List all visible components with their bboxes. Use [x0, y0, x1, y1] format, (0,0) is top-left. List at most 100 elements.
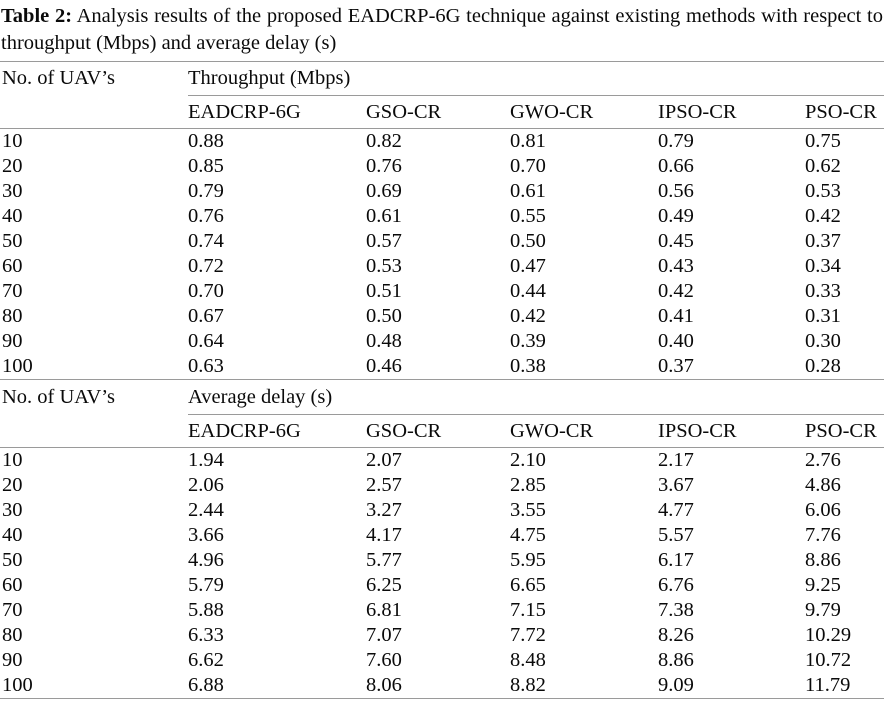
value-cell: 8.82 [510, 674, 546, 696]
delay-section-header: No. of UAV’s Average delay (s) EADCRP-6G… [0, 379, 884, 448]
value-cell: 6.25 [366, 574, 402, 596]
table-row: 70 0.70 0.51 0.44 0.42 0.33 [0, 279, 884, 304]
value-cell: 7.60 [366, 649, 402, 671]
value-cell: 4.75 [510, 524, 546, 546]
value-cell: 0.74 [188, 230, 224, 252]
table-row: 30 2.44 3.27 3.55 4.77 6.06 [0, 498, 884, 523]
value-cell: 7.72 [510, 624, 546, 646]
value-cell: 5.95 [510, 549, 546, 571]
table-row: 50 0.74 0.57 0.50 0.45 0.37 [0, 229, 884, 254]
value-cell: 0.28 [805, 355, 841, 377]
value-cell: 2.85 [510, 474, 546, 496]
value-cell: 0.46 [366, 355, 402, 377]
uav-count-cell: 50 [2, 230, 23, 252]
value-cell: 1.94 [188, 449, 224, 471]
value-cell: 0.57 [366, 230, 402, 252]
value-cell: 6.76 [658, 574, 694, 596]
value-cell: 6.81 [366, 599, 402, 621]
column-header-ipso: IPSO-CR [658, 95, 805, 129]
value-cell: 0.50 [510, 230, 546, 252]
throughput-section-header: No. of UAV’s Throughput (Mbps) EADCRP-6G… [0, 61, 884, 129]
value-cell: 0.61 [510, 180, 546, 202]
uav-count-cell: 80 [2, 305, 23, 327]
uav-count-cell: 100 [2, 355, 33, 377]
value-cell: 10.72 [805, 649, 852, 671]
uav-count-cell: 50 [2, 549, 23, 571]
value-cell: 0.79 [188, 180, 224, 202]
value-cell: 0.70 [188, 280, 224, 302]
table-row: 80 0.67 0.50 0.42 0.41 0.31 [0, 304, 884, 329]
value-cell: 6.65 [510, 574, 546, 596]
value-cell: 0.42 [510, 305, 546, 327]
column-header-gso: GSO-CR [366, 414, 510, 448]
value-cell: 3.55 [510, 499, 546, 521]
column-header-pso: PSO-CR [805, 414, 884, 448]
table-row: 90 0.64 0.48 0.39 0.40 0.30 [0, 329, 884, 354]
uav-count-cell: 20 [2, 474, 23, 496]
column-header-gwo: GWO-CR [510, 95, 658, 129]
value-cell: 0.37 [658, 355, 694, 377]
table-row: 10 0.88 0.82 0.81 0.79 0.75 [0, 129, 884, 155]
value-cell: 8.86 [805, 549, 841, 571]
empty-header-cell [0, 414, 188, 448]
table-row: 20 0.85 0.76 0.70 0.66 0.62 [0, 154, 884, 179]
value-cell: 5.77 [366, 549, 402, 571]
uav-count-cell: 90 [2, 330, 23, 352]
value-cell: 11.79 [805, 674, 851, 696]
table-row: 90 6.62 7.60 8.48 8.86 10.72 [0, 648, 884, 673]
value-cell: 6.62 [188, 649, 224, 671]
value-cell: 0.82 [366, 130, 402, 152]
uav-count-cell: 60 [2, 255, 23, 277]
uav-count-cell: 30 [2, 499, 23, 521]
value-cell: 4.86 [805, 474, 841, 496]
value-cell: 6.33 [188, 624, 224, 646]
value-cell: 0.64 [188, 330, 224, 352]
table-caption-text: Analysis results of the proposed EADCRP-… [1, 5, 883, 54]
value-cell: 0.70 [510, 155, 546, 177]
uav-count-cell: 60 [2, 574, 23, 596]
uav-count-cell: 40 [2, 524, 23, 546]
value-cell: 2.07 [366, 449, 402, 471]
delay-data-rows: 10 1.94 2.07 2.10 2.17 2.76 20 2.06 2.57 2.85 3.67… [0, 448, 884, 699]
delay-column-header-row: EADCRP-6G GSO-CR GWO-CR IPSO-CR PSO-CR [0, 414, 884, 448]
value-cell: 2.10 [510, 449, 546, 471]
value-cell: 0.53 [805, 180, 841, 202]
value-cell: 8.48 [510, 649, 546, 671]
value-cell: 5.88 [188, 599, 224, 621]
delay-group-row: No. of UAV’s Average delay (s) [0, 379, 884, 415]
value-cell: 2.76 [805, 449, 841, 471]
value-cell: 3.66 [188, 524, 224, 546]
value-cell: 0.34 [805, 255, 841, 277]
table-row: 60 5.79 6.25 6.65 6.76 9.25 [0, 573, 884, 598]
value-cell: 0.37 [805, 230, 841, 252]
column-header-eadcrp: EADCRP-6G [188, 414, 366, 448]
table-row: 50 4.96 5.77 5.95 6.17 8.86 [0, 548, 884, 573]
column-header-pso: PSO-CR [805, 95, 884, 129]
value-cell: 9.09 [658, 674, 694, 696]
uav-count-cell: 40 [2, 205, 23, 227]
value-cell: 4.77 [658, 499, 694, 521]
value-cell: 0.53 [366, 255, 402, 277]
table-row: 40 3.66 4.17 4.75 5.57 7.76 [0, 523, 884, 548]
table-caption: Table 2: Analysis results of the propose… [0, 0, 884, 57]
value-cell: 8.86 [658, 649, 694, 671]
value-cell: 0.61 [366, 205, 402, 227]
uav-count-cell: 80 [2, 624, 23, 646]
group-header-delay: Average delay (s) [188, 379, 884, 415]
value-cell: 0.48 [366, 330, 402, 352]
value-cell: 0.42 [805, 205, 841, 227]
table-row: 80 6.33 7.07 7.72 8.26 10.29 [0, 623, 884, 648]
value-cell: 5.79 [188, 574, 224, 596]
value-cell: 0.62 [805, 155, 841, 177]
uav-count-cell: 100 [2, 674, 33, 696]
value-cell: 6.17 [658, 549, 694, 571]
value-cell: 4.17 [366, 524, 402, 546]
value-cell: 0.39 [510, 330, 546, 352]
value-cell: 2.44 [188, 499, 224, 521]
value-cell: 0.44 [510, 280, 546, 302]
table-row: 40 0.76 0.61 0.55 0.49 0.42 [0, 204, 884, 229]
value-cell: 8.06 [366, 674, 402, 696]
table-row: 100 6.88 8.06 8.82 9.09 11.79 [0, 673, 884, 699]
value-cell: 2.57 [366, 474, 402, 496]
